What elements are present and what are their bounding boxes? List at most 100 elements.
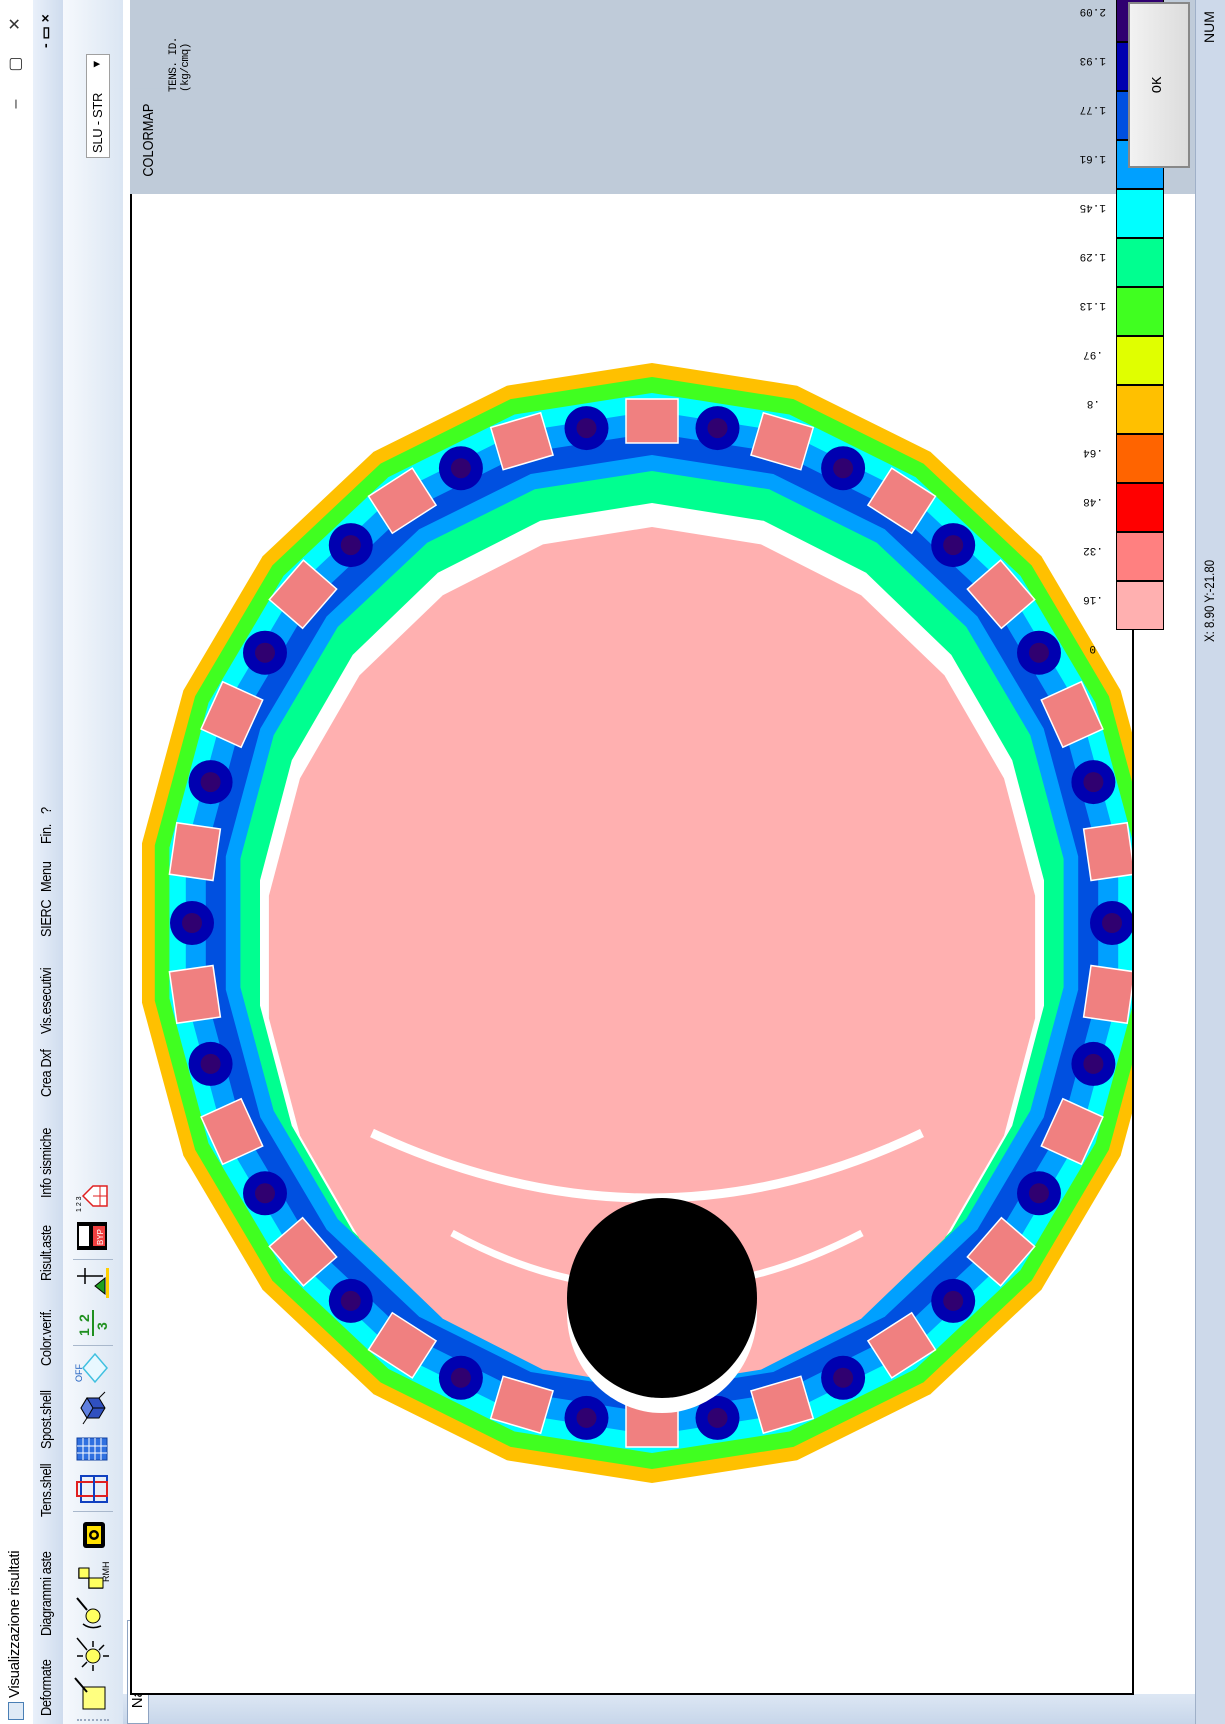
building-icon[interactable] — [73, 1470, 111, 1506]
support-plate — [1040, 1097, 1104, 1166]
cursor-coordinates: X: 8.90 Y:-21.80 — [1201, 559, 1217, 642]
stress-hotspot-core — [943, 1290, 964, 1311]
colormap-swatch — [1116, 385, 1164, 434]
ok-button[interactable]: OK — [1128, 2, 1190, 168]
mdi-window-buttons[interactable]: - ▭ × — [37, 14, 53, 48]
spread-forces-icon[interactable] — [73, 1636, 111, 1672]
support-plate — [200, 1097, 264, 1166]
support-plate — [168, 821, 222, 882]
rmh-frames-icon[interactable]: RMH — [73, 1556, 111, 1592]
colormap-swatch — [1116, 532, 1164, 581]
stress-hotspot-core — [1029, 1183, 1049, 1204]
rotate-node-icon[interactable] — [73, 1596, 111, 1632]
support-plate — [367, 1311, 438, 1379]
stress-hotspot-core — [450, 1367, 471, 1388]
support-plate — [966, 1216, 1036, 1287]
support-plate — [367, 467, 438, 535]
stress-hotspot-core — [1029, 642, 1049, 663]
menu-menu[interactable]: Menu — [38, 861, 55, 892]
stress-hotspot-core — [833, 1367, 854, 1388]
maximize-button[interactable]: ▢ — [7, 56, 24, 72]
svg-text:2: 2 — [76, 1314, 92, 1322]
colormap-swatch — [1116, 189, 1164, 238]
title-bar: Visualizzazione risultati – ▢ ✕ — [0, 0, 33, 1724]
svg-text:3: 3 — [94, 1322, 110, 1330]
stress-hotspot-core — [340, 1290, 361, 1311]
menu-sierc[interactable]: SIERC — [38, 899, 55, 937]
off-toggle-icon[interactable]: OFF — [73, 1350, 111, 1386]
axis-cube-icon[interactable] — [73, 1390, 111, 1426]
rmh-label: RMH — [101, 1562, 111, 1583]
stress-hotspot-core — [576, 418, 597, 439]
minimize-button[interactable]: – — [7, 99, 24, 109]
stress-hotspot-core — [200, 772, 221, 793]
support-plate — [1082, 821, 1134, 882]
support-plate — [268, 559, 338, 630]
stress-hotspot-core — [1083, 772, 1104, 793]
colormap-swatch — [1116, 483, 1164, 532]
stress-hotspot-core — [1102, 913, 1122, 933]
support-plate — [1082, 964, 1134, 1025]
menu-fin[interactable]: Fin. — [38, 824, 55, 844]
support-plate — [966, 559, 1036, 630]
navigator-dock — [123, 1694, 1225, 1724]
toolbar-separator — [73, 1345, 113, 1346]
model-viewport[interactable] — [130, 191, 1134, 1695]
off-label: OFF — [74, 1364, 84, 1382]
menu-risult-aste[interactable]: Risult.aste — [38, 1225, 55, 1281]
menu-help[interactable]: ? — [38, 807, 55, 814]
toolbar-grip[interactable] — [77, 1715, 109, 1721]
colormap-value-label: .48 — [1083, 495, 1103, 508]
stress-hotspot-core — [450, 458, 471, 479]
stress-hotspot-core — [200, 1053, 221, 1074]
menu-vis-esecutivi[interactable]: Vis.esecutivi — [38, 967, 55, 1034]
support-plate — [489, 1375, 554, 1435]
status-bar: X: 8.90 Y:-21.80 NUM — [1195, 0, 1225, 1724]
central-hole — [567, 1198, 757, 1398]
stress-hotspot-core — [943, 535, 964, 556]
colormap-value-label: 1.61 — [1079, 152, 1107, 165]
menu-tens-shell[interactable]: Tens.shell — [38, 1463, 55, 1517]
select-node-icon[interactable] — [73, 1676, 111, 1712]
colormap-legend — [164, 0, 1195, 194]
stress-hotspot-core — [182, 913, 202, 933]
menu-info-sismiche[interactable]: Info sismiche — [38, 1128, 55, 1198]
building-grid-icon[interactable] — [73, 1430, 111, 1466]
menu-crea-dxf[interactable]: Crea Dxf — [38, 1049, 55, 1097]
svg-text:1: 1 — [76, 1328, 92, 1336]
byp-label: BYP — [96, 1229, 105, 1245]
colormap-value-label: 1.77 — [1079, 103, 1107, 116]
load-combination-select[interactable]: SLU - STR ▼ — [86, 54, 110, 158]
colormap-value-label: .32 — [1083, 544, 1103, 557]
colormap-swatch — [1116, 434, 1164, 483]
stress-hotspot-core — [1083, 1053, 1104, 1074]
colormap-tab[interactable]: COLORMAP — [134, 88, 164, 192]
stress-hotspot-core — [707, 418, 728, 439]
stress-hotspot-core — [707, 1407, 728, 1428]
floor-numbers-icon[interactable]: 1 2 3 — [73, 1178, 111, 1214]
save-byp-icon[interactable]: BYP — [73, 1218, 111, 1254]
support-plate — [1040, 680, 1104, 749]
disc-arc-gap — [370, 1128, 924, 1203]
menu-bar: Deformate Diagrammi aste Tens.shell Spos… — [33, 0, 63, 1724]
stress-hotspot-core — [255, 642, 275, 663]
toolbar-separator — [73, 1259, 113, 1260]
support-plate — [168, 964, 222, 1025]
close-button[interactable]: ✕ — [7, 17, 24, 31]
stress-hotspot-core — [833, 458, 854, 479]
displacement-icon[interactable] — [73, 1264, 111, 1300]
menu-color-verif[interactable]: Color.verif. — [38, 1309, 55, 1366]
floor-numbers-label: 1 2 3 — [76, 1196, 83, 1212]
menu-deformate[interactable]: Deformate — [38, 1659, 55, 1716]
support-plate — [268, 1216, 338, 1287]
colormap-value-label: .64 — [1083, 446, 1103, 459]
menu-spost-shell[interactable]: Spost.shell — [38, 1390, 55, 1449]
colormap-value-label: 0 — [1089, 642, 1097, 655]
colormap-swatch — [1116, 287, 1164, 336]
menu-diagrammi-aste[interactable]: Diagrammi aste — [38, 1551, 55, 1636]
chevron-down-icon[interactable]: ▼ — [91, 59, 103, 70]
camera-icon[interactable] — [73, 1516, 111, 1552]
app-icon — [8, 1702, 24, 1720]
